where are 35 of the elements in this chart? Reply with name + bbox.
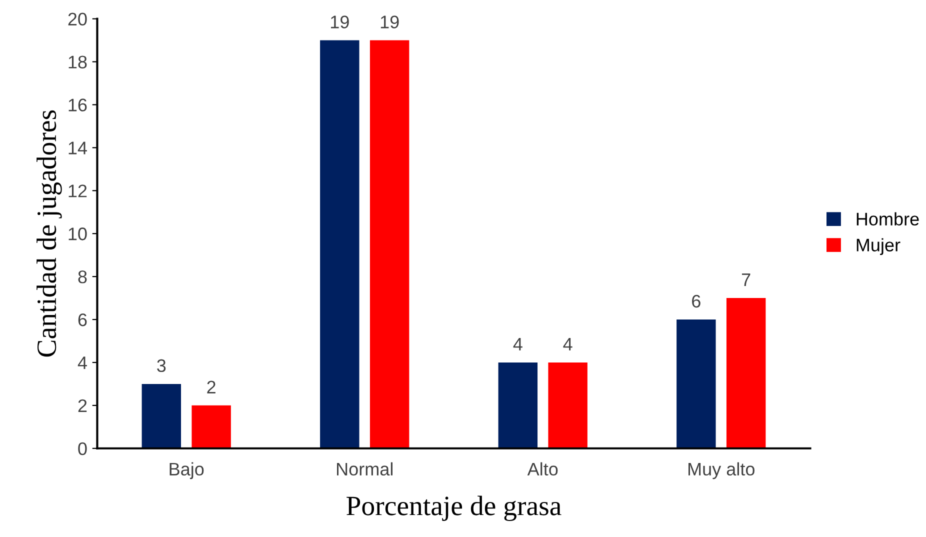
- data-label: 19: [330, 16, 349, 28]
- data-label: 4: [563, 338, 572, 350]
- data-label: 6: [692, 294, 700, 308]
- x-tick-label: Alto: [527, 462, 558, 476]
- data-label: 7: [742, 274, 750, 286]
- y-tick-label: 2: [78, 399, 87, 412]
- bar: [726, 298, 766, 448]
- data-label: 4: [513, 338, 522, 350]
- y-tick-label: 0: [78, 442, 87, 456]
- bar: [676, 320, 716, 448]
- bar: [320, 40, 360, 448]
- y-axis-title: Cantidad de jugadores: [36, 110, 62, 357]
- bar: [548, 362, 588, 448]
- y-tick-label: 8: [78, 270, 87, 284]
- data-label: 3: [157, 359, 166, 372]
- bar: [370, 40, 410, 448]
- legend-label: Hombre: [856, 212, 919, 226]
- x-tick-label: Normal: [337, 462, 392, 476]
- y-tick-label: 12: [68, 184, 87, 198]
- y-tick-label: 4: [78, 356, 87, 370]
- y-tick-label: 20: [68, 12, 87, 26]
- data-label: 2: [207, 380, 216, 394]
- y-tick-label: 18: [68, 56, 87, 68]
- bar: [142, 384, 182, 448]
- bar: [498, 362, 538, 448]
- x-tick-label: Bajo: [170, 462, 204, 480]
- legend-label: Mujer: [856, 238, 900, 256]
- y-tick-label: 6: [78, 313, 87, 326]
- x-axis-title: Porcentaje de grasa: [346, 496, 562, 522]
- y-tick-label: 14: [68, 142, 87, 154]
- x-tick-label: Muy alto: [688, 462, 754, 480]
- data-label: 19: [380, 16, 399, 28]
- bar: [192, 405, 231, 448]
- y-tick-label: 10: [68, 228, 87, 240]
- y-tick-label: 16: [68, 98, 87, 112]
